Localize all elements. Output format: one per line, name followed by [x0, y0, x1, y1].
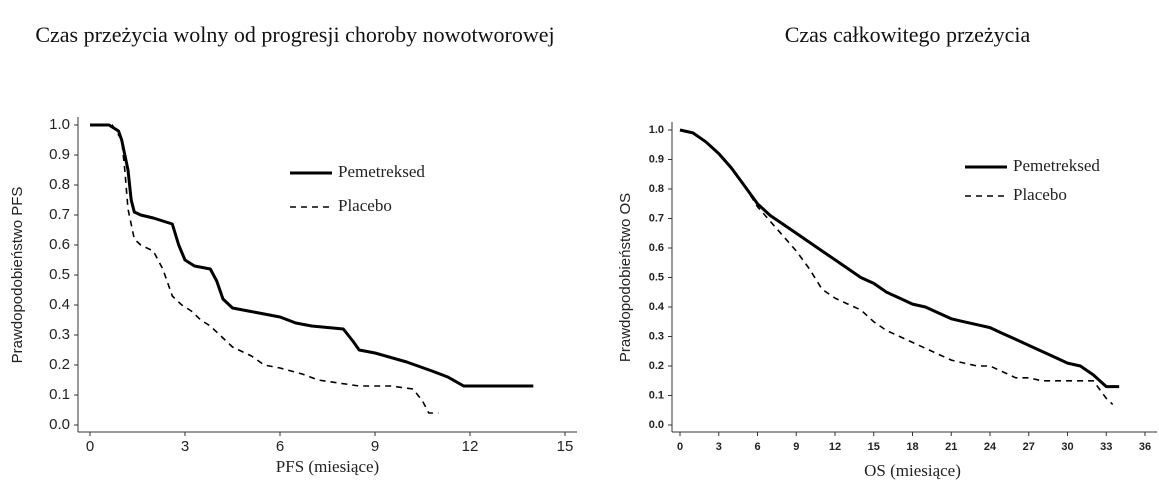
y-tick-label: 0.6 — [649, 242, 664, 254]
y-axis-label: Prawdopodobieństwo PFS — [9, 187, 26, 364]
x-axis-label: OS (miesiące) — [864, 461, 961, 480]
x-tick-label: 18 — [906, 441, 918, 453]
y-tick-label: 0.3 — [649, 330, 664, 342]
x-tick-label: 12 — [829, 441, 841, 453]
x-tick-label: 3 — [716, 441, 722, 453]
x-tick-label: 6 — [276, 438, 284, 455]
series-line — [90, 123, 534, 388]
y-tick-label: 0.2 — [649, 360, 664, 372]
legend-label: Pemetreksed — [338, 162, 425, 181]
y-tick-label: 0.5 — [649, 271, 664, 283]
y-tick-label: 0.2 — [49, 356, 70, 373]
legend-label: Pemetreksed — [1013, 156, 1100, 175]
y-tick-label: 0.7 — [49, 206, 70, 223]
y-tick-label: 0.7 — [649, 212, 664, 224]
y-tick-label: 0.9 — [49, 146, 70, 163]
x-tick-label: 6 — [754, 441, 760, 453]
legend-label: Placebo — [338, 196, 392, 215]
series-line — [679, 128, 1120, 389]
y-tick-label: 1.0 — [649, 124, 664, 136]
x-tick-label: 3 — [181, 438, 189, 455]
x-tick-label: 15 — [557, 438, 574, 455]
x-tick-label: 21 — [945, 441, 957, 453]
x-axis-label: PFS (miesiące) — [276, 457, 379, 476]
y-tick-label: 0.8 — [49, 176, 70, 193]
y-tick-label: 0.3 — [49, 326, 70, 343]
y-tick-label: 0.0 — [649, 419, 664, 431]
x-tick-label: 9 — [371, 438, 379, 455]
y-tick-label: 0.0 — [49, 416, 70, 433]
x-tick-label: 0 — [86, 438, 94, 455]
y-axis-label: Prawdopodobieństwo OS — [617, 193, 634, 362]
x-tick-label: 27 — [1023, 441, 1035, 453]
y-tick-label: 0.1 — [649, 389, 664, 401]
x-tick-label: 24 — [984, 441, 997, 453]
chart-title: Czas przeżycia wolny od progresji chorob… — [35, 22, 555, 47]
x-tick-label: 12 — [462, 438, 479, 455]
x-tick-label: 36 — [1139, 441, 1151, 453]
y-tick-label: 0.1 — [49, 386, 70, 403]
x-tick-label: 33 — [1100, 441, 1112, 453]
y-tick-label: 0.4 — [649, 301, 665, 313]
x-tick-label: 9 — [793, 441, 799, 453]
series-line — [679, 129, 1114, 405]
y-tick-label: 0.5 — [49, 266, 70, 283]
chart-title: Czas całkowitego przeżycia — [784, 22, 1031, 47]
y-tick-label: 0.4 — [49, 296, 70, 313]
legend-label: Placebo — [1013, 185, 1067, 204]
y-tick-label: 0.9 — [649, 153, 664, 165]
x-tick-label: 30 — [1061, 441, 1073, 453]
x-tick-label: 0 — [677, 441, 683, 453]
y-tick-label: 0.8 — [649, 183, 664, 195]
y-tick-label: 1.0 — [49, 116, 70, 133]
y-tick-label: 0.6 — [49, 236, 70, 253]
x-tick-label: 15 — [868, 441, 880, 453]
